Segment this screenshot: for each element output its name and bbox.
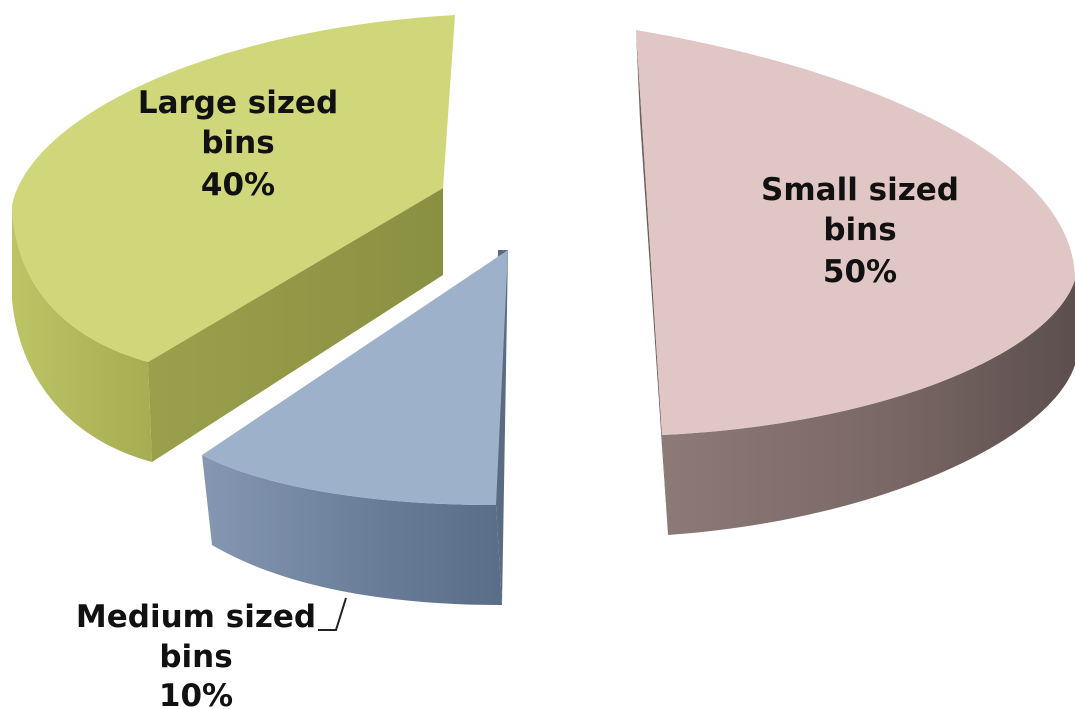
slice-medium-sized-bins (202, 250, 508, 605)
label-medium: Medium sized bins 10% (76, 599, 316, 709)
slice-medium-side (202, 455, 502, 605)
label-small-line-1: Small sized (761, 172, 959, 208)
slice-large-cut-face (148, 188, 443, 462)
label-small: Small sized bins 50% (761, 172, 959, 290)
label-large-line-1: Large sized (138, 85, 338, 121)
label-large: Large sized bins 40% (138, 85, 338, 203)
label-small-line-3: 50% (823, 254, 897, 290)
slice-large-sized-bins (12, 15, 455, 462)
label-large-line-3: 40% (201, 167, 275, 203)
slice-medium-top (202, 250, 508, 505)
slice-small-cut-edge (636, 30, 668, 535)
label-large-line-2: bins (201, 125, 274, 161)
label-medium-line-3: 10% (159, 678, 233, 709)
slice-small-sized-bins (636, 30, 1075, 535)
label-medium-line-2: bins (159, 639, 232, 675)
label-small-line-2: bins (823, 212, 896, 248)
slice-large-top (12, 15, 455, 362)
slice-small-side (662, 280, 1075, 535)
label-medium-line-1: Medium sized (76, 599, 316, 635)
slice-small-top (636, 30, 1075, 435)
medium-label-leader-line (318, 597, 347, 631)
slice-large-side (12, 205, 152, 462)
